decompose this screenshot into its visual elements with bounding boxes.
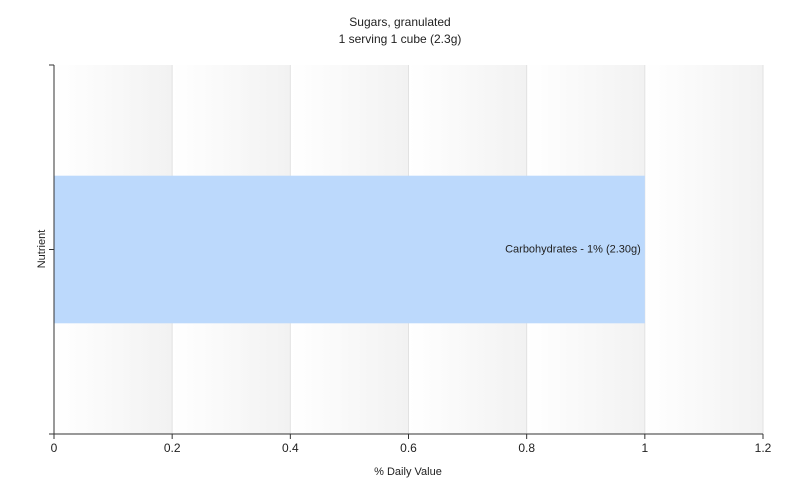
chart-subtitle: 1 serving 1 cube (2.3g) bbox=[339, 32, 462, 46]
x-tick-label: 0.6 bbox=[400, 441, 417, 455]
chart-title: Sugars, granulated bbox=[349, 15, 450, 29]
x-axis-title: % Daily Value bbox=[374, 466, 442, 478]
x-tick-label: 0.8 bbox=[518, 441, 535, 455]
x-tick-label: 1.2 bbox=[755, 441, 772, 455]
value-label: Carbohydrates - 1% (2.30g) bbox=[505, 243, 641, 255]
x-tick-label: 1 bbox=[641, 441, 648, 455]
y-axis-title: Nutrient bbox=[36, 230, 48, 269]
x-tick-label: 0.4 bbox=[282, 441, 299, 455]
x-tick-label: 0.2 bbox=[164, 441, 181, 455]
x-tick-label: 0 bbox=[51, 441, 58, 455]
bar bbox=[54, 175, 645, 324]
